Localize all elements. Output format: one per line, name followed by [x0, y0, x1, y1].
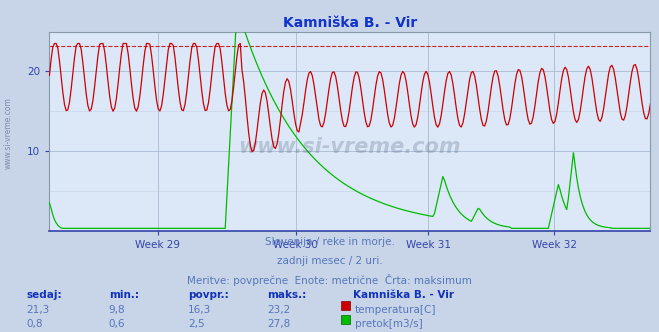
Text: Meritve: povprečne  Enote: metrične  Črta: maksimum: Meritve: povprečne Enote: metrične Črta:…: [187, 274, 472, 286]
Text: zadnji mesec / 2 uri.: zadnji mesec / 2 uri.: [277, 256, 382, 266]
Text: www.si-vreme.com: www.si-vreme.com: [3, 97, 13, 169]
Text: Kamniška B. - Vir: Kamniška B. - Vir: [353, 290, 453, 300]
Text: 0,6: 0,6: [109, 319, 125, 329]
Text: www.si-vreme.com: www.si-vreme.com: [239, 137, 461, 157]
Text: temperatura[C]: temperatura[C]: [355, 305, 436, 315]
Text: 23,2: 23,2: [267, 305, 290, 315]
Text: 16,3: 16,3: [188, 305, 211, 315]
Text: 2,5: 2,5: [188, 319, 204, 329]
Text: 27,8: 27,8: [267, 319, 290, 329]
Text: maks.:: maks.:: [267, 290, 306, 300]
Text: min.:: min.:: [109, 290, 139, 300]
Text: 21,3: 21,3: [26, 305, 49, 315]
Text: povpr.:: povpr.:: [188, 290, 229, 300]
Text: 9,8: 9,8: [109, 305, 125, 315]
Text: 0,8: 0,8: [26, 319, 43, 329]
Text: Slovenija / reke in morje.: Slovenija / reke in morje.: [264, 237, 395, 247]
Text: pretok[m3/s]: pretok[m3/s]: [355, 319, 422, 329]
Text: sedaj:: sedaj:: [26, 290, 62, 300]
Title: Kamniška B. - Vir: Kamniška B. - Vir: [283, 16, 417, 30]
